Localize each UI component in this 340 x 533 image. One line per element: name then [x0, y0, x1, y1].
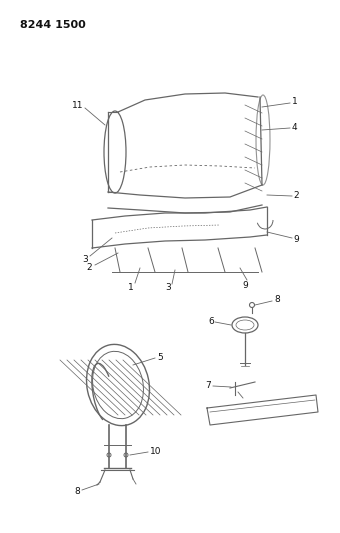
Text: 9: 9 [293, 235, 299, 244]
Text: 2: 2 [86, 263, 91, 272]
Text: 11: 11 [72, 101, 84, 109]
Text: 8: 8 [274, 295, 280, 304]
Text: 5: 5 [157, 352, 163, 361]
Text: 4: 4 [292, 123, 298, 132]
Text: 6: 6 [208, 317, 214, 326]
Text: 8244 1500: 8244 1500 [20, 20, 86, 30]
Text: 7: 7 [205, 381, 211, 390]
Text: 8: 8 [74, 487, 80, 496]
Text: 3: 3 [165, 284, 171, 293]
Text: 10: 10 [150, 447, 162, 456]
Text: 3: 3 [82, 254, 88, 263]
Text: 2: 2 [293, 190, 299, 199]
Text: 1: 1 [292, 98, 298, 107]
Text: 1: 1 [128, 282, 134, 292]
Text: 9: 9 [242, 280, 248, 289]
